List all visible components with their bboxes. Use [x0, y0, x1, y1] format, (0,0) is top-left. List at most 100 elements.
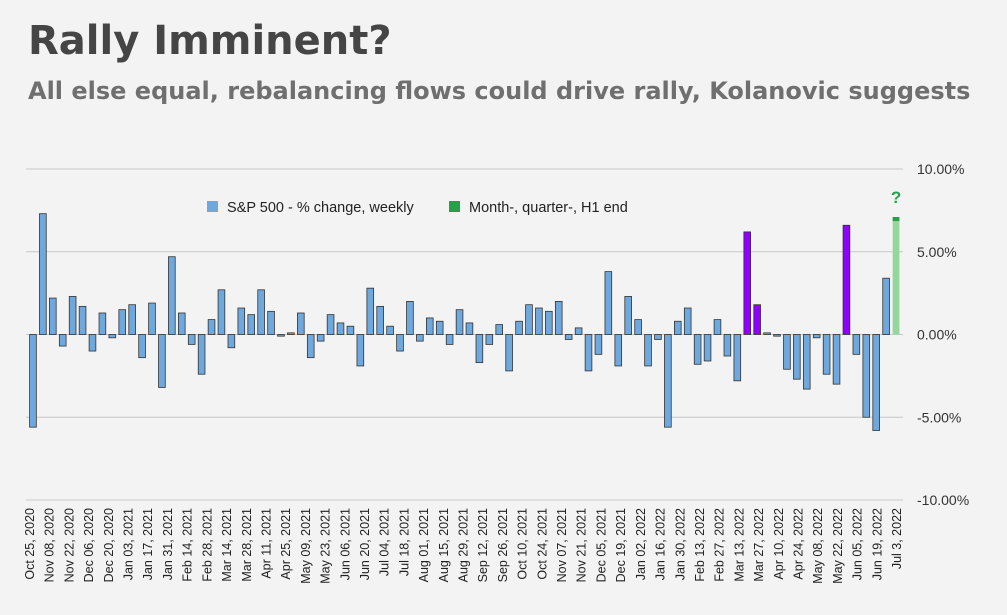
bar: [554, 300, 563, 335]
bar: [832, 334, 841, 385]
bar: [822, 334, 831, 375]
legend-swatch: [207, 201, 218, 212]
bar: [584, 334, 593, 372]
bar: [277, 334, 285, 337]
bar: [177, 312, 186, 335]
bar: [108, 334, 117, 339]
bar: [287, 332, 295, 335]
y-tick-label: -10.00%: [917, 492, 969, 508]
bar: [664, 334, 672, 428]
bar: [535, 307, 543, 335]
highlight-bar: [743, 231, 752, 335]
bar: [237, 307, 246, 335]
x-tick-label: Jul 3, 2022: [890, 508, 904, 569]
bar: [306, 334, 315, 359]
bar: [634, 319, 642, 335]
bar: [713, 319, 722, 335]
question-mark-annotation: ?: [891, 188, 901, 207]
x-tick-label: Mar 28, 2021: [240, 508, 254, 582]
legend-swatch: [449, 201, 460, 212]
y-tick-label: 10.00%: [917, 161, 964, 177]
x-tick-label: Mar 14, 2021: [220, 508, 234, 582]
x-tick-label: Dec 06, 2020: [82, 508, 96, 582]
x-tick-label: Sep 12, 2021: [476, 508, 490, 582]
bar: [88, 334, 97, 352]
bar: [614, 334, 623, 367]
bar: [58, 334, 67, 347]
x-tick-label: Nov 08, 2020: [43, 508, 57, 582]
x-tick-label: Oct 25, 2020: [23, 508, 37, 580]
x-tick-label: Feb 27, 2022: [713, 508, 727, 582]
bar: [654, 334, 662, 340]
bar: [267, 310, 275, 335]
bar: [217, 289, 226, 335]
x-tick-label: Aug 29, 2021: [457, 508, 471, 582]
x-tick-label: Feb 28, 2021: [200, 508, 214, 582]
x-tick-label: Aug 15, 2021: [437, 508, 451, 582]
x-tick-label: Nov 07, 2021: [555, 508, 569, 582]
x-tick-label: Dec 19, 2021: [614, 508, 628, 582]
x-tick-label: Jun 20, 2021: [358, 508, 372, 580]
x-tick-label: Nov 22, 2020: [62, 508, 76, 582]
bar: [485, 334, 494, 345]
x-tick-label: Jan 30, 2022: [673, 508, 687, 580]
bar: [336, 322, 345, 335]
bar: [574, 327, 583, 335]
bar: [416, 334, 424, 342]
bar: [733, 334, 742, 382]
bar: [326, 314, 335, 335]
bar: [98, 312, 107, 335]
bar: [78, 305, 87, 335]
x-tick-label: May 22, 2022: [831, 508, 845, 584]
x-tick-label: Apr 10, 2022: [772, 508, 786, 580]
x-tick-label: Oct 10, 2021: [516, 508, 530, 580]
chart-title: Rally Imminent?: [28, 18, 392, 64]
bar: [455, 309, 464, 335]
bar: [49, 297, 57, 335]
y-tick-label: -5.00%: [917, 409, 961, 425]
x-tick-label: May 09, 2021: [299, 508, 313, 584]
x-tick-label: Jan 03, 2021: [122, 508, 136, 580]
bar: [426, 317, 434, 335]
bar: [495, 324, 503, 335]
bar: [505, 334, 513, 372]
bar: [316, 334, 325, 342]
bar: [168, 256, 176, 335]
x-tick-label: Jan 16, 2022: [654, 508, 668, 580]
bar: [138, 334, 146, 359]
x-tick-label: Jul 04, 2021: [378, 508, 392, 576]
bar: [148, 302, 156, 335]
bar: [406, 300, 414, 335]
bar: [376, 305, 384, 335]
x-tick-label: Apr 11, 2021: [259, 508, 273, 579]
bar: [396, 334, 404, 352]
x-tick-label: May 23, 2021: [319, 508, 333, 584]
x-tick-label: Apr 25, 2021: [279, 508, 293, 580]
x-tick-label: Jun 06, 2021: [338, 508, 352, 580]
x-tick-label: Aug 01, 2021: [417, 508, 431, 582]
bar: [445, 334, 454, 345]
bar: [39, 213, 47, 335]
bar: [594, 334, 603, 355]
x-tick-label: Mar 13, 2022: [732, 508, 746, 582]
bar: [812, 334, 821, 339]
legend-label: S&P 500 - % change, weekly: [227, 200, 414, 216]
bar: [525, 304, 533, 335]
bar: [366, 287, 375, 335]
bar: [346, 325, 355, 335]
bar: [465, 322, 474, 335]
x-tick-label: Oct 24, 2021: [535, 508, 549, 580]
bar: [763, 332, 771, 335]
x-tick-label: Jun 05, 2022: [851, 508, 865, 580]
x-tick-label: Dec 05, 2021: [594, 508, 608, 582]
forecast-bar: [892, 216, 900, 335]
bar: [247, 314, 255, 335]
bar: [773, 334, 781, 337]
bar: [435, 320, 444, 335]
x-tick-label: Jan 02, 2022: [634, 508, 648, 580]
bar: [674, 320, 682, 335]
forecast-bar-cap: [892, 216, 900, 221]
bar: [68, 296, 77, 335]
bar: [852, 334, 861, 355]
